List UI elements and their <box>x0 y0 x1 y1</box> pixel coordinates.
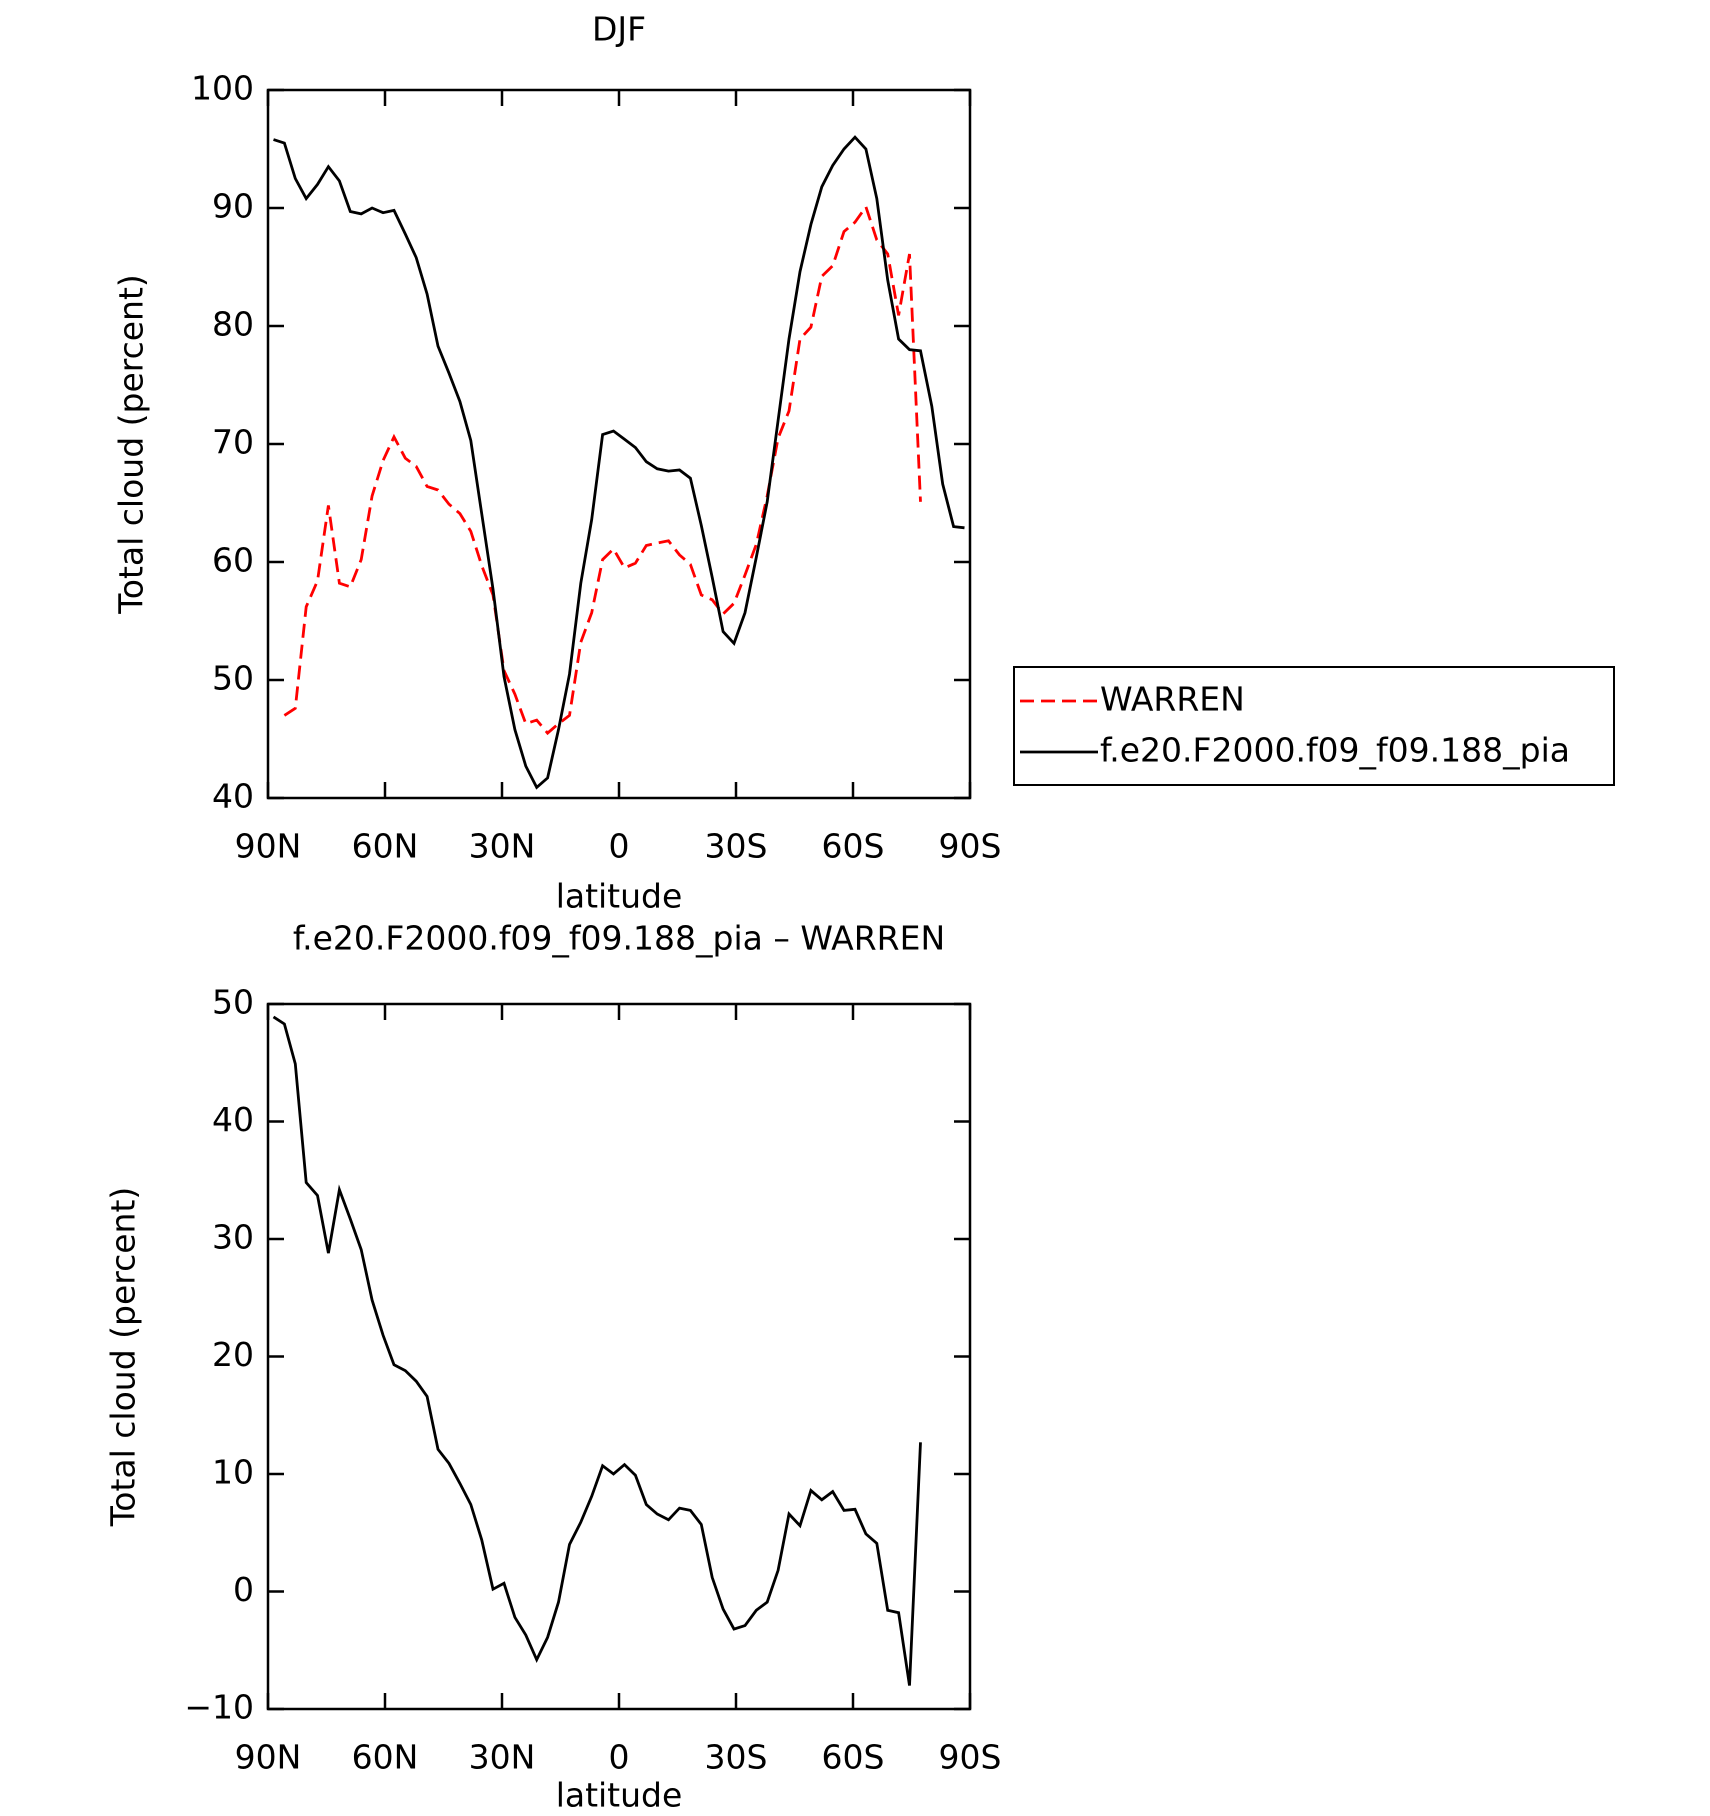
y-tick-label: 80 <box>212 305 254 344</box>
y-tick-label: 50 <box>212 983 254 1022</box>
y-tick-label: 10 <box>212 1453 254 1492</box>
x-axis-label: latitude <box>556 1776 683 1815</box>
y-tick-label: 70 <box>212 423 254 462</box>
x-tick-label: 30N <box>469 1738 536 1777</box>
series-line <box>273 135 965 790</box>
y-axis-label: Total cloud (percent) <box>112 274 151 615</box>
x-tick-label: 30N <box>469 827 536 866</box>
y-tick-label: 40 <box>212 777 254 816</box>
y-tick-label: 40 <box>212 1100 254 1139</box>
x-tick-label: 0 <box>609 827 630 866</box>
y-axis-label: Total cloud (percent) <box>104 1187 143 1528</box>
chart-title: f.e20.F2000.f09_f09.188_pia – WARREN <box>293 919 945 958</box>
x-tick-label: 30S <box>705 827 768 866</box>
x-tick-label: 60N <box>352 1738 419 1777</box>
x-tick-label: 90N <box>235 827 302 866</box>
x-axis-label: latitude <box>556 877 683 916</box>
y-tick-label: 20 <box>212 1335 254 1374</box>
x-tick-label: 60N <box>352 827 419 866</box>
y-tick-label: 50 <box>212 659 254 698</box>
series-line <box>283 203 922 736</box>
x-tick-label: 90N <box>235 1738 302 1777</box>
y-tick-label: 30 <box>212 1218 254 1257</box>
plot-frame <box>266 88 972 800</box>
plot-frame <box>266 1002 972 1711</box>
y-tick-label: 90 <box>212 187 254 226</box>
x-tick-label: 90S <box>939 1738 1002 1777</box>
x-tick-label: 90S <box>939 827 1002 866</box>
series-line <box>272 1015 922 1686</box>
x-tick-label: 60S <box>822 1738 885 1777</box>
y-tick-label: 60 <box>212 541 254 580</box>
legend-label: f.e20.F2000.f09_f09.188_pia <box>1100 731 1570 770</box>
legend-box <box>1013 666 1615 786</box>
x-tick-label: 0 <box>609 1738 630 1777</box>
chart-title: DJF <box>592 10 646 49</box>
x-tick-label: 30S <box>705 1738 768 1777</box>
x-tick-label: 60S <box>822 827 885 866</box>
y-tick-label: 0 <box>233 1570 254 1609</box>
y-tick-label: 100 <box>191 69 254 108</box>
y-tick-label: −10 <box>184 1688 254 1727</box>
legend-label: WARREN <box>1100 680 1245 719</box>
